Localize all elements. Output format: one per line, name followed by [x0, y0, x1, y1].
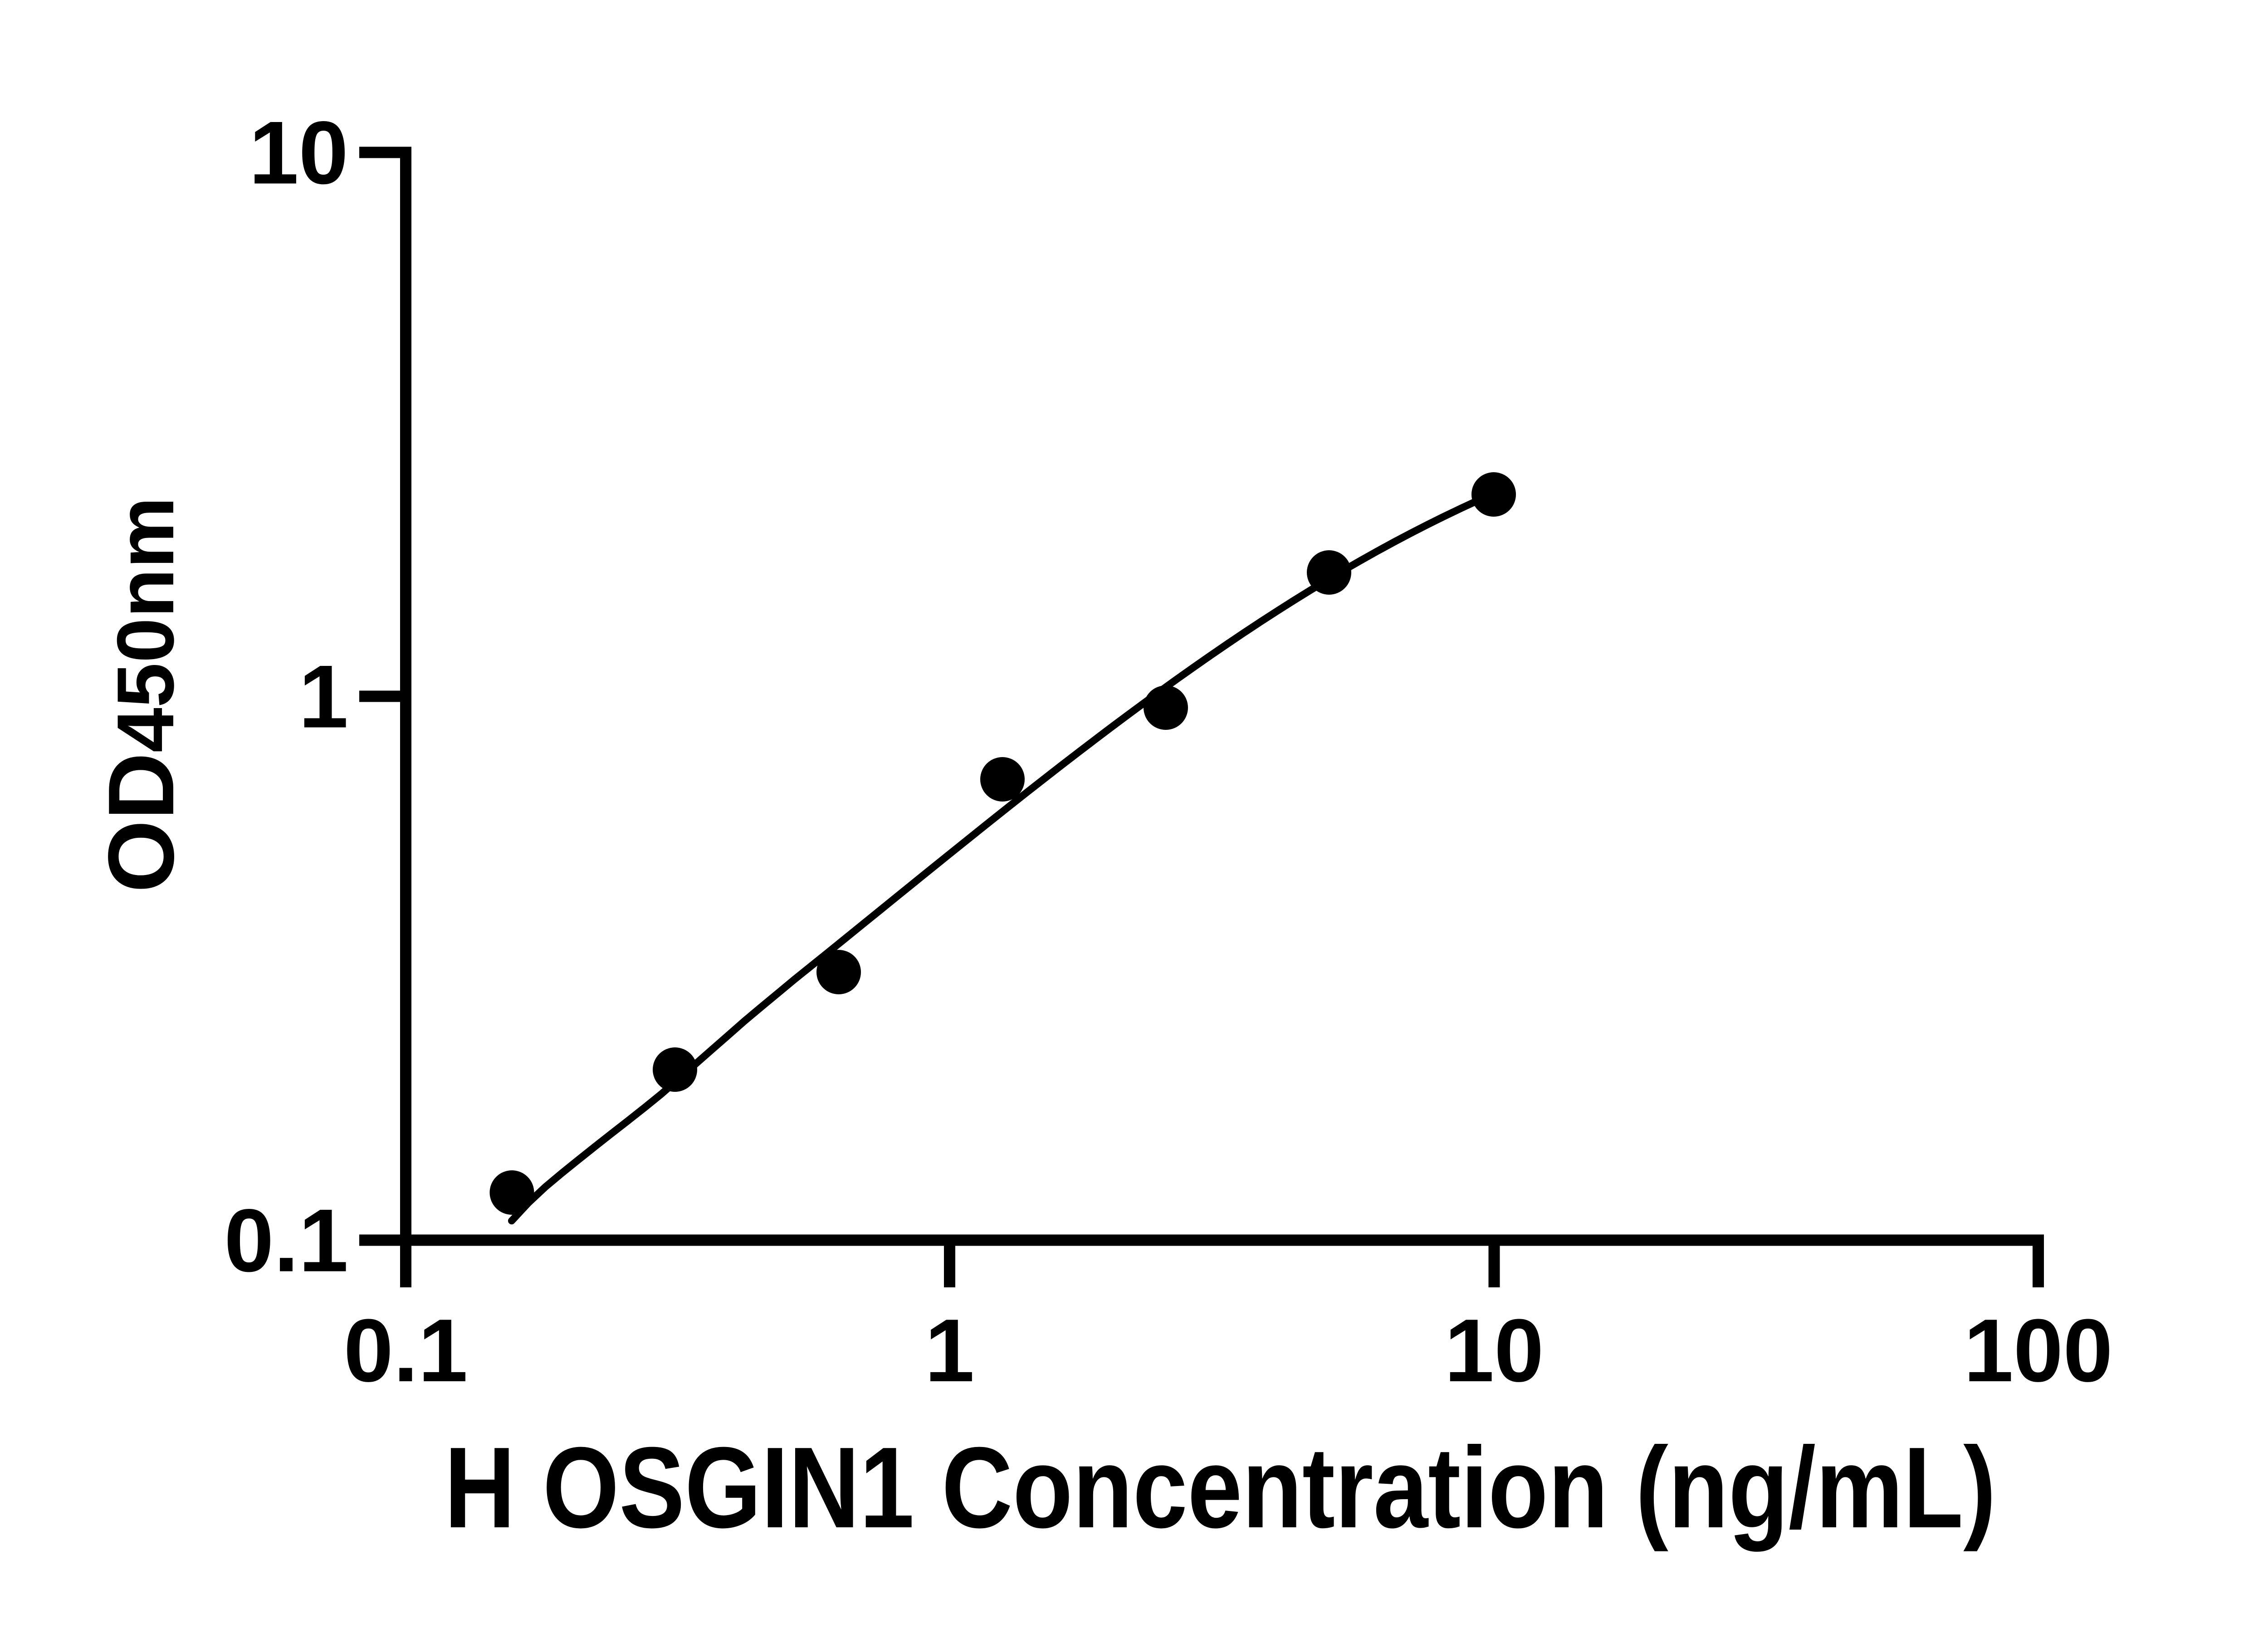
svg-text:0.1: 0.1 — [344, 1301, 468, 1400]
svg-text:10: 10 — [249, 103, 348, 203]
svg-text:0.1: 0.1 — [224, 1191, 348, 1291]
svg-text:100: 100 — [1964, 1301, 2113, 1400]
svg-text:10: 10 — [1444, 1301, 1544, 1400]
svg-text:OD450nm: OD450nm — [89, 497, 193, 893]
svg-text:1: 1 — [298, 647, 348, 747]
svg-text:H OSGIN1 Concentration (ng/mL): H OSGIN1 Concentration (ng/mL) — [445, 1423, 1996, 1552]
svg-text:1: 1 — [925, 1301, 975, 1400]
